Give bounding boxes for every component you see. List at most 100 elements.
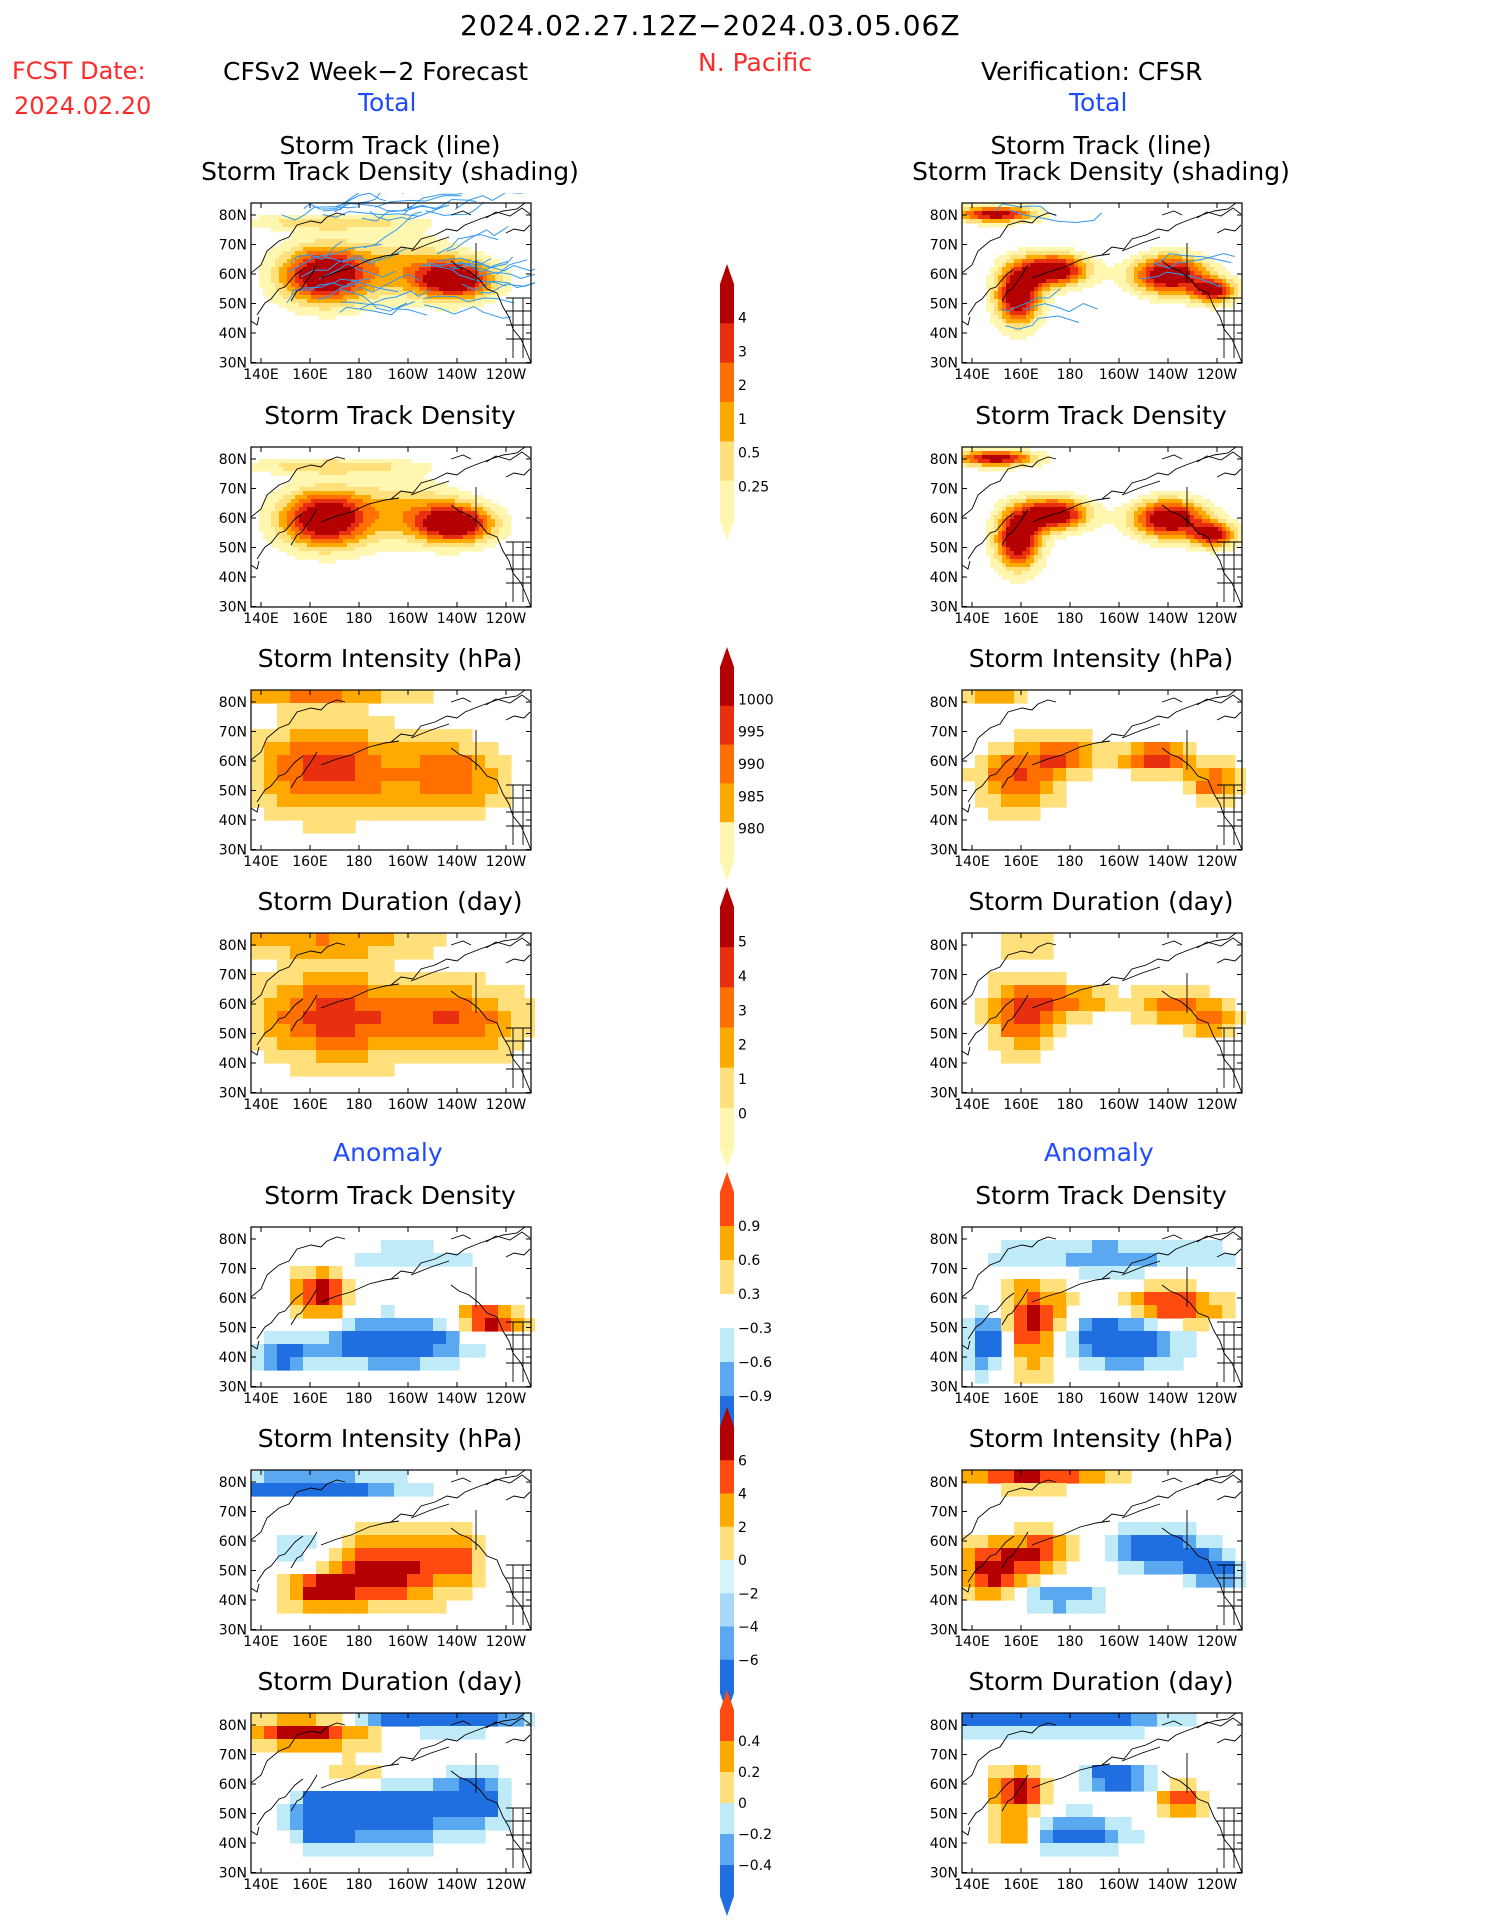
colorbar-label: 0 — [738, 1553, 747, 1569]
lon-tick-label: 160E — [292, 1634, 328, 1650]
lon-tick-label: 160W — [1099, 1877, 1140, 1893]
lat-tick-label: 50N — [219, 297, 247, 313]
lat-tick-label: 60N — [930, 1534, 958, 1550]
colorbar-label: 985 — [738, 789, 765, 805]
lat-tick-label: 60N — [219, 1291, 247, 1307]
colorbar-label: 4 — [738, 969, 747, 985]
lon-tick-label: 120W — [486, 1391, 527, 1407]
lon-tick-label: 180 — [346, 1634, 373, 1650]
colorbar-intensity-anom: 6 4 2 0 −2 −4 −6 — [720, 1407, 759, 1713]
lon-tick-label: 180 — [346, 611, 373, 627]
title-l-anom-duration: Storm Duration (day) — [257, 1667, 523, 1696]
lat-tick-label: 40N — [930, 1593, 958, 1609]
lat-tick-label: 70N — [930, 725, 958, 741]
title-r-intensity: Storm Intensity (hPa) — [968, 644, 1234, 673]
colorbar-label: 1000 — [738, 692, 774, 708]
lon-tick-label: 160W — [1099, 1097, 1140, 1113]
lat-tick-label: 50N — [930, 1564, 958, 1580]
lon-tick-label: 160W — [388, 1391, 429, 1407]
lat-tick-label: 60N — [930, 997, 958, 1013]
colorbar-label: 2 — [738, 1520, 747, 1536]
colorbar-label: 990 — [738, 757, 765, 773]
lon-tick-label: 140W — [1148, 367, 1189, 383]
lat-tick-label: 40N — [930, 1056, 958, 1072]
lat-tick-label: 80N — [930, 208, 958, 224]
lon-tick-label: 120W — [486, 1097, 527, 1113]
lon-tick-label: 160E — [292, 611, 328, 627]
lat-tick-label: 80N — [219, 695, 247, 711]
title-r-track: Storm Track (line) Storm Track Density (… — [866, 132, 1336, 186]
lat-tick-label: 50N — [930, 1321, 958, 1337]
lat-tick-label: 60N — [930, 1777, 958, 1793]
lon-tick-label: 140E — [243, 1634, 279, 1650]
lon-tick-label: 140W — [437, 367, 478, 383]
lat-tick-label: 40N — [219, 326, 247, 342]
colorbar-intensity-total: 1000 995 990 985 980 — [720, 647, 774, 881]
lon-tick-label: 160E — [292, 1877, 328, 1893]
lon-tick-label: 160W — [388, 611, 429, 627]
map-l-anom-density: 140E 160E 180 160W 140W 120W 80N 70N 60N 50N 40N 30… — [219, 1226, 535, 1407]
lon-tick-label: 120W — [1197, 1877, 1238, 1893]
colorbar-label: 0 — [738, 1796, 747, 1812]
map-l-anom-duration: 140E 160E 180 160W 140W 120W 80N 70N 60N 50N 40N 30… — [219, 1712, 535, 1893]
title-r-duration: Storm Duration (day) — [968, 887, 1234, 916]
lat-tick-label: 30N — [930, 1866, 958, 1882]
lon-tick-label: 160W — [1099, 1391, 1140, 1407]
lon-tick-label: 120W — [1197, 1097, 1238, 1113]
colorbar-label: 0.9 — [738, 1219, 760, 1235]
map-r-track: 140E 160E 180 160W 140W 120W 80N 70N 60N 50N 40N 30… — [930, 202, 1243, 383]
lat-tick-label: 70N — [219, 238, 247, 254]
title-l-anom-density: Storm Track Density — [264, 1181, 516, 1210]
lat-tick-label: 70N — [219, 1748, 247, 1764]
lon-tick-label: 140E — [954, 611, 990, 627]
lon-tick-label: 140W — [437, 611, 478, 627]
lon-tick-label: 140E — [243, 1391, 279, 1407]
title-r-anom-density: Storm Track Density — [975, 1181, 1227, 1210]
lat-tick-label: 50N — [219, 1321, 247, 1337]
right-total-label: Total — [1069, 88, 1128, 117]
lat-tick-label: 30N — [930, 1380, 958, 1396]
title-l-duration: Storm Duration (day) — [257, 887, 523, 916]
lon-tick-label: 180 — [346, 1877, 373, 1893]
lat-tick-label: 60N — [930, 1291, 958, 1307]
lat-tick-label: 50N — [930, 297, 958, 313]
lat-tick-label: 40N — [219, 1350, 247, 1366]
lon-tick-label: 160E — [292, 854, 328, 870]
lat-tick-label: 70N — [219, 968, 247, 984]
map-l-anom-intensity: 140E 160E 180 160W 140W 120W 80N 70N 60N 50N 40N 30… — [219, 1469, 532, 1650]
lat-tick-label: 70N — [219, 1505, 247, 1521]
lon-tick-label: 120W — [486, 854, 527, 870]
lon-tick-label: 140W — [1148, 611, 1189, 627]
lat-tick-label: 80N — [930, 1475, 958, 1491]
lon-tick-label: 180 — [1057, 367, 1084, 383]
lat-tick-label: 40N — [930, 326, 958, 342]
lon-tick-label: 180 — [1057, 1097, 1084, 1113]
lat-tick-label: 80N — [219, 452, 247, 468]
title-l-track-line2: Storm Track Density (shading) — [201, 157, 579, 187]
colorbar-label: 4 — [738, 311, 747, 327]
map-r-anom-duration: 140E 160E 180 160W 140W 120W 80N 70N 60N 50N 40N 30… — [930, 1712, 1243, 1893]
map-r-density: 140E 160E 180 160W 140W 120W 80N 70N 60N 50N 40N 30… — [930, 446, 1243, 627]
lat-tick-label: 70N — [930, 968, 958, 984]
lon-tick-label: 120W — [486, 367, 527, 383]
lat-tick-label: 60N — [219, 754, 247, 770]
lon-tick-label: 120W — [486, 1877, 527, 1893]
lat-tick-label: 80N — [930, 695, 958, 711]
lat-tick-label: 60N — [219, 267, 247, 283]
colorbar-label: 980 — [738, 822, 765, 838]
lon-tick-label: 160E — [1003, 1097, 1039, 1113]
lat-tick-label: 30N — [219, 1086, 247, 1102]
lat-tick-label: 70N — [930, 1262, 958, 1278]
lat-tick-label: 40N — [219, 813, 247, 829]
lon-tick-label: 140W — [437, 1634, 478, 1650]
lon-tick-label: 160E — [292, 1391, 328, 1407]
colorbar-duration-anom: 0.4 0.2 0 −0.2 −0.4 — [720, 1690, 772, 1916]
lon-tick-label: 140W — [437, 854, 478, 870]
lon-tick-label: 160W — [1099, 854, 1140, 870]
colorbar-label: −4 — [738, 1620, 759, 1636]
lon-tick-label: 160E — [1003, 1877, 1039, 1893]
colorbar-label: −0.6 — [738, 1355, 772, 1371]
lon-tick-label: 120W — [1197, 611, 1238, 627]
lat-tick-label: 60N — [930, 267, 958, 283]
lon-tick-label: 140W — [1148, 1391, 1189, 1407]
